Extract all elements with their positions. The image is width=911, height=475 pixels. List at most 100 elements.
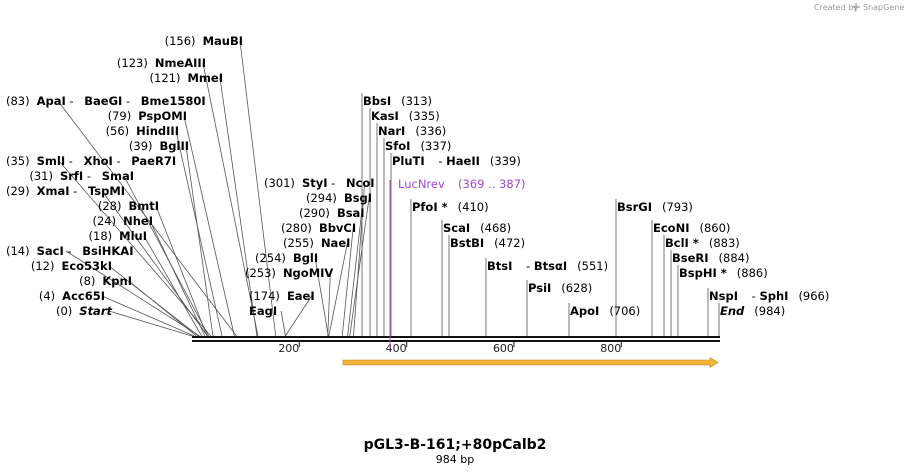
site-position: (83) — [6, 94, 30, 108]
site-label: KasI (335) — [371, 109, 440, 123]
site-enzyme-name: PsiI — [528, 281, 551, 295]
site-leader — [185, 145, 214, 337]
site-label: BspHI * (886) — [679, 266, 768, 280]
site-position: (410) — [458, 200, 489, 214]
site-label: (0) Start — [56, 304, 113, 318]
site-leader — [155, 205, 208, 337]
site-enzyme-name: KasI — [371, 109, 399, 123]
site-position: (966) — [798, 289, 829, 303]
primer-feature: LucNrev (369 .. 387) — [389, 177, 526, 348]
site-position: - — [83, 169, 94, 183]
site-label: (29) XmaI - TspMI — [6, 184, 125, 198]
site-enzyme-name: MmeI — [187, 71, 223, 85]
site-position: (156) — [165, 34, 196, 48]
ruler-tick-label: 400 — [386, 342, 407, 355]
site-label: BclI * (883) — [665, 236, 740, 250]
site-enzyme-name: SrfI — [60, 169, 83, 183]
site-position: (468) — [480, 221, 511, 235]
site-leader — [143, 235, 203, 337]
site-enzyme-name: NaeI — [321, 236, 350, 250]
site-leader — [349, 197, 370, 337]
site-enzyme-name: PaeR7I — [131, 154, 176, 168]
site-label: (56) HindIII — [106, 124, 179, 138]
map-length: 984 bp — [436, 453, 474, 466]
site-position: (472) — [494, 236, 525, 250]
site-position: (335) — [409, 109, 440, 123]
site-position: (35) — [6, 154, 30, 168]
site-label: (301) StyI - NcoI — [264, 176, 375, 190]
ruler-tick-label: 200 — [278, 342, 299, 355]
site-enzyme-name: MluI — [119, 229, 147, 243]
primer-name: LucNrev — [398, 177, 445, 191]
site-label: SfoI (337) — [385, 139, 451, 153]
credit-text: Created by — [814, 3, 858, 12]
site-position: (8) — [79, 274, 95, 288]
ruler-tick-label: 600 — [493, 342, 514, 355]
site-label: End (984) — [720, 304, 785, 318]
site-position: (39) — [129, 139, 153, 153]
site-leader — [327, 272, 331, 337]
site-label: (14) SacI - BsiHKAI — [6, 244, 134, 258]
site-labels: (0) Start (4) Acc65I(8) KpnI (12) Eco53kI (14) S… — [6, 34, 829, 318]
site-enzyme-name: XmaI — [37, 184, 70, 198]
site-position: (12) — [31, 259, 55, 273]
site-enzyme-name: BclI * — [665, 236, 699, 250]
site-enzyme-name: BsaI — [337, 206, 365, 220]
map-title: pGL3-B-161;+80pCalb2 — [364, 437, 547, 453]
site-enzyme-name: NcoI — [346, 176, 375, 190]
site-label: BsrGI (793) — [617, 200, 693, 214]
site-leader — [108, 310, 193, 337]
site-label: BstBI (472) — [450, 236, 525, 250]
site-enzyme-name: BaeGI — [84, 94, 122, 108]
site-enzyme-name: KpnI — [102, 274, 132, 288]
site-position: (336) — [415, 124, 446, 138]
orf-arrow-shape — [342, 356, 719, 369]
site-enzyme-name: EaeI — [287, 289, 315, 303]
site-label: ScaI (468) — [443, 221, 511, 235]
site-leader — [347, 212, 362, 337]
site-position: (4) — [39, 289, 55, 303]
site-label: PluTI - HaeII (339) — [392, 154, 521, 168]
site-enzyme-name: BstBI — [450, 236, 484, 250]
site-position: (301) — [264, 176, 295, 190]
site-enzyme-name: HaeII — [446, 154, 480, 168]
site-position: (339) — [490, 154, 521, 168]
snapgene-logo-icon — [852, 3, 860, 11]
site-position: (628) — [561, 281, 592, 295]
site-position: (255) — [283, 236, 314, 250]
site-position: - — [748, 289, 759, 303]
site-enzyme-name: NspI — [709, 289, 738, 303]
site-enzyme-name: EagI — [249, 304, 277, 318]
site-enzyme-name: End — [720, 304, 745, 318]
site-label: EagI — [249, 304, 277, 318]
site-position: (294) — [306, 191, 337, 205]
orf-arrow — [342, 356, 719, 369]
site-label: (83) ApaI - BaeGI - Bme1580I — [6, 94, 206, 108]
site-label: NspI - SphI (966) — [709, 289, 829, 303]
site-position: - — [328, 176, 339, 190]
site-label: (123) NmeAIII — [117, 56, 206, 70]
site-enzyme-name: ScaI — [443, 221, 470, 235]
site-enzyme-name: XhoI — [84, 154, 113, 168]
site-leader — [202, 62, 259, 337]
site-position: - — [435, 154, 446, 168]
site-leader — [219, 77, 258, 337]
site-enzyme-name: PfoI * — [412, 200, 448, 214]
site-position: (253) — [245, 266, 276, 280]
site-label: (12) Eco53kI — [31, 259, 112, 273]
site-leader — [58, 160, 212, 337]
site-enzyme-name: BglII — [160, 139, 190, 153]
site-label: ApoI (706) — [570, 304, 640, 318]
site-enzyme-name: Acc65I — [62, 289, 105, 303]
site-label: (24) NheI — [93, 214, 154, 228]
site-position: (280) — [281, 221, 312, 235]
site-position: (31) — [29, 169, 53, 183]
site-enzyme-name: SacI — [37, 244, 64, 258]
site-position: - — [64, 244, 75, 258]
site-position: (254) — [255, 251, 286, 265]
site-enzyme-name: NheI — [123, 214, 153, 228]
site-position: - — [113, 154, 124, 168]
site-label: PfoI * (410) — [412, 200, 489, 214]
site-position: - — [65, 154, 76, 168]
site-position: (313) — [401, 94, 432, 108]
